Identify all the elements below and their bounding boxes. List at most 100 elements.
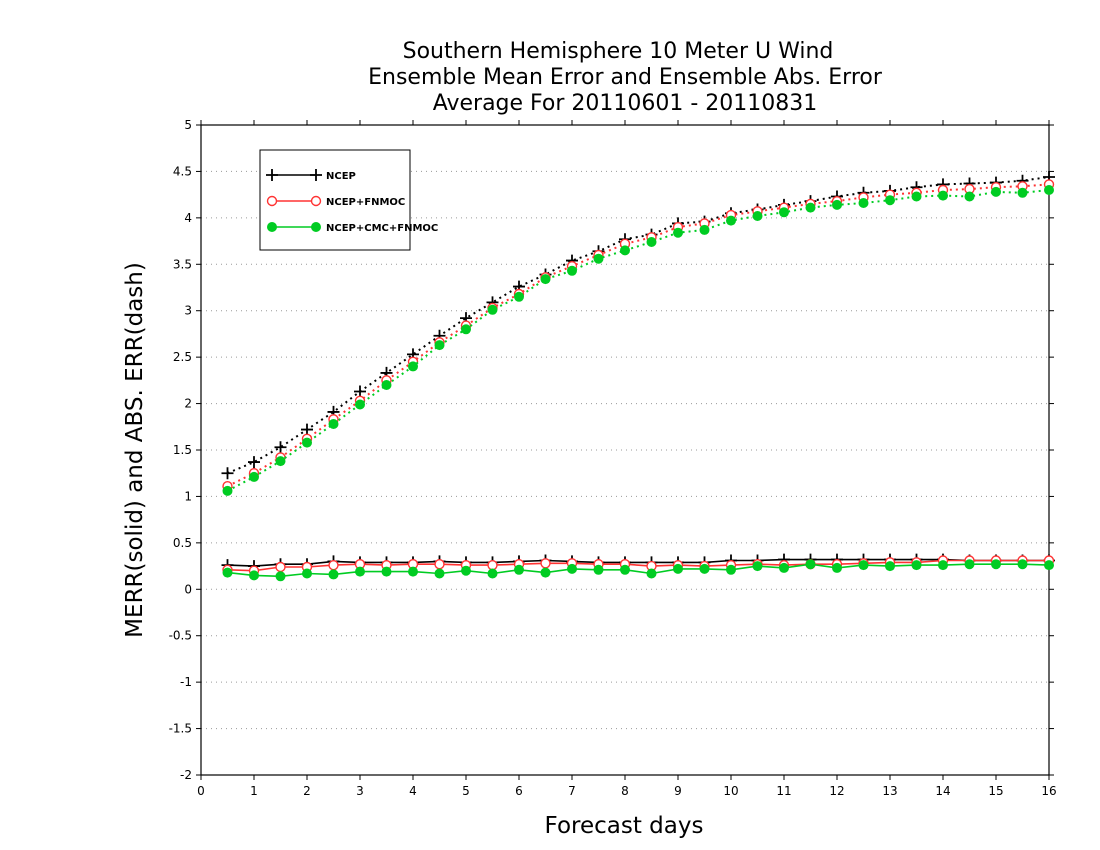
tick-layer: -2-1.5-1-0.500.511.522.533.544.550 1 2 3 4 5 6… xyxy=(169,118,1057,798)
x-tick-label: 0 xyxy=(197,784,205,798)
merr-point xyxy=(487,559,498,571)
merr-point xyxy=(328,569,339,580)
legend-marker xyxy=(267,222,277,232)
abs-err-point xyxy=(1044,185,1054,195)
y-tick-label: 4.5 xyxy=(173,164,192,178)
y-tick-label: 1 xyxy=(184,489,192,503)
abs-err-point xyxy=(567,265,577,276)
x-tick-label: 15 xyxy=(988,784,1003,798)
abs-err-line xyxy=(227,183,1050,488)
merr-point xyxy=(355,566,365,577)
legend-marker xyxy=(310,195,322,207)
abs-err-point xyxy=(275,456,286,467)
x-tick-label: 1 xyxy=(250,784,258,798)
x-tick-label: 11 xyxy=(776,784,791,798)
abs-err-point xyxy=(514,291,524,302)
abs-err-point xyxy=(354,385,366,398)
abs-err-point xyxy=(646,237,657,247)
x-tick-label: 9 xyxy=(674,784,682,798)
legend: NCEP NCEP+FNMOC NCEP+CMC+FNMOC xyxy=(259,149,438,251)
abs-err-point xyxy=(222,485,233,496)
abs-err-point xyxy=(274,441,287,454)
abs-err-point xyxy=(248,456,260,469)
abs-err-point xyxy=(673,227,683,238)
merr-point xyxy=(461,565,471,576)
chart-title-line-3: Average For 20110601 - 20110831 xyxy=(433,91,818,116)
abs-err-point xyxy=(752,211,763,221)
merr-point xyxy=(1044,560,1054,571)
abs-err-point xyxy=(249,471,259,482)
legend-box xyxy=(259,149,411,251)
abs-err-point xyxy=(726,215,736,226)
chart-title-line-2: Ensemble Mean Error and Ensemble Abs. Er… xyxy=(368,65,883,90)
y-tick-label: 5 xyxy=(184,118,192,132)
x-tick-label: 13 xyxy=(882,784,897,798)
merr-point xyxy=(911,560,922,571)
abs-err-point xyxy=(964,191,975,202)
legend-label-ncep-cmc-fnmoc: NCEP+CMC+FNMOC xyxy=(326,223,438,234)
x-tick-label: 3 xyxy=(356,784,364,798)
y-tick-label: 0 xyxy=(184,582,192,596)
abs-err-point xyxy=(593,253,604,264)
abs-err-point xyxy=(302,437,312,448)
merr-point xyxy=(275,561,286,573)
merr-point xyxy=(249,570,259,581)
x-tick-label: 5 xyxy=(462,784,470,798)
x-tick-label: 8 xyxy=(621,784,629,798)
merr-point xyxy=(275,571,286,582)
y-tick-label: 4 xyxy=(184,211,192,225)
x-tick-label: 4 xyxy=(409,784,417,798)
x-tick-label: 10 xyxy=(723,784,738,798)
abs-err-point xyxy=(355,399,365,410)
y-axis-label: MERR(solid) and ABS. ERR(dash) xyxy=(122,262,148,638)
y-tick-label: -0.5 xyxy=(169,629,192,643)
y-tick-label: 3.5 xyxy=(173,257,192,271)
merr-point xyxy=(434,559,445,570)
y-tick-label: -1.5 xyxy=(169,722,192,736)
merr-point xyxy=(567,563,577,574)
merr-point xyxy=(832,562,842,573)
legend-marker xyxy=(311,222,321,232)
abs-err-point xyxy=(938,190,948,201)
merr-point xyxy=(222,567,233,578)
abs-err-point xyxy=(487,304,498,315)
merr-point xyxy=(540,567,551,578)
abs-err-point xyxy=(381,380,392,390)
y-tick-label: -2 xyxy=(180,768,192,782)
merr-point xyxy=(1017,559,1028,570)
merr-point xyxy=(593,564,604,575)
y-tick-label: 2.5 xyxy=(173,350,192,364)
abs-err-point xyxy=(911,191,922,202)
abs-err-point xyxy=(832,199,842,210)
y-tick-label: -1 xyxy=(180,675,192,689)
abs-err-point xyxy=(328,419,339,429)
legend-items xyxy=(266,169,322,232)
legend-marker xyxy=(266,169,278,181)
x-tick-label: 12 xyxy=(829,784,844,798)
abs-err-point xyxy=(1017,187,1028,198)
legend-marker xyxy=(266,195,278,207)
series-layer xyxy=(221,171,1055,582)
merr-point xyxy=(620,564,630,575)
merr-point xyxy=(434,568,445,579)
legend-label-ncep: NCEP xyxy=(326,171,356,182)
merr-point xyxy=(302,568,312,579)
abs-err-point xyxy=(805,202,816,213)
merr-line xyxy=(227,563,1050,578)
merr-point xyxy=(699,563,710,574)
y-tick-label: 0.5 xyxy=(173,536,192,550)
x-tick-label: 2 xyxy=(303,784,311,798)
y-tick-label: 2 xyxy=(184,397,192,411)
merr-point xyxy=(779,562,789,573)
merr-point xyxy=(991,559,1001,570)
abs-err-point xyxy=(461,324,471,335)
merr-point xyxy=(752,561,763,572)
abs-err-point xyxy=(408,361,418,372)
x-tick-label: 6 xyxy=(515,784,523,798)
merr-point xyxy=(328,559,339,571)
series-2 xyxy=(222,185,1054,582)
legend-marker xyxy=(310,169,322,181)
x-tick-label: 16 xyxy=(1041,784,1056,798)
merr-point xyxy=(646,568,657,579)
